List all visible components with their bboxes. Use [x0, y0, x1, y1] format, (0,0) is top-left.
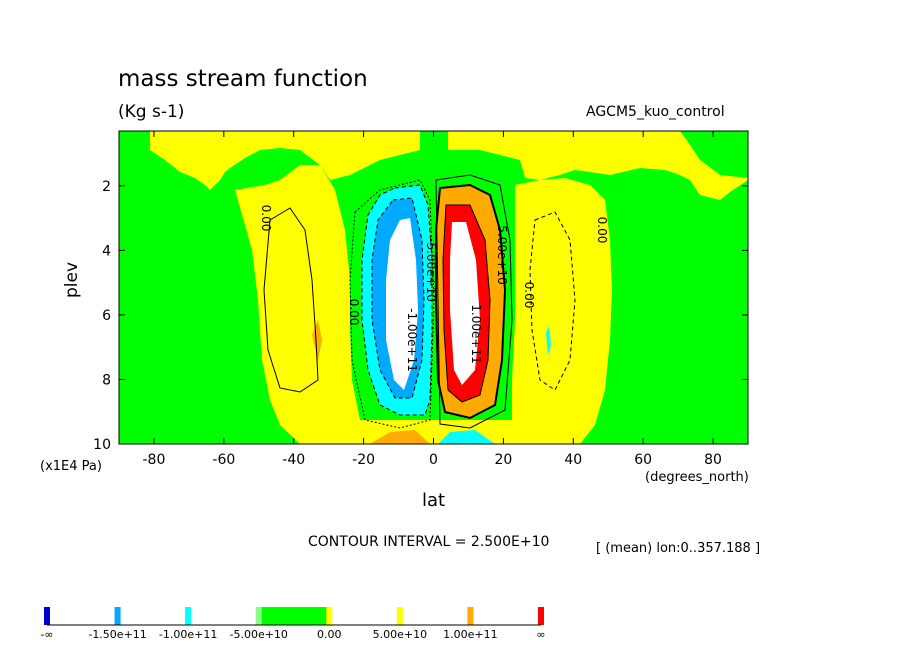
x-tick-label: 20: [494, 452, 512, 468]
sfc-orange-blob: [370, 430, 430, 444]
upper-yellow-band: [150, 131, 420, 190]
y-tick-label: 10: [93, 437, 111, 453]
contour-lines: [263, 174, 576, 429]
nh-white-core: [450, 222, 480, 385]
contour-label: 1.00e+11: [469, 304, 483, 363]
upper-yellow-band-nh: [448, 131, 748, 200]
colorbar-label: 0.00: [317, 628, 342, 641]
colorbar-label: -1.50e+11: [88, 628, 146, 641]
colorbar-label: 1.00e+11: [443, 628, 497, 641]
y-tick-label: 2: [102, 179, 111, 195]
nh-cyan-blob: [546, 326, 551, 355]
sfc-cyan-blob: [438, 430, 495, 444]
y-tick-label: 8: [102, 372, 111, 388]
colorbar-label: 5.00e+10: [373, 628, 427, 641]
averaging-note: [ (mean) lon:0..357.188 ]: [596, 541, 761, 556]
colorbar-label: -∞: [40, 628, 53, 641]
x-tick-label: -20: [352, 452, 375, 468]
x-axis-units: (degrees_north): [645, 470, 749, 485]
colorbar-label: ∞: [536, 628, 545, 641]
colorbar-swatch: [538, 607, 544, 625]
x-axis-label: lat: [422, 490, 446, 511]
x-tick-label: 60: [634, 452, 652, 468]
sh-orange-blob: [312, 320, 322, 360]
sh-yellow-cell: [235, 165, 360, 444]
x-tick-label: -60: [212, 452, 235, 468]
y-tick-label: 4: [102, 243, 111, 259]
contour-label: 5.00e+10: [495, 225, 509, 284]
contour-label: -5.00e+10: [424, 238, 438, 302]
chart-title: mass stream function: [118, 66, 368, 92]
x-tick-label: -40: [282, 452, 305, 468]
sh-white-core: [386, 218, 418, 390]
y-axis-units: (x1E4 Pa): [40, 459, 102, 474]
x-tick-label: -80: [143, 452, 166, 468]
colorbar-label: -1.00e+11: [159, 628, 217, 641]
contour-label: 0.00: [522, 282, 536, 309]
colorbar: -∞ -1.50e+11 -1.00e+11 -5.00e+10 0.00 5.00e+1…: [40, 607, 546, 641]
colorbar-swatch: [467, 607, 474, 625]
colorbar-swatch: [114, 607, 121, 625]
x-tick-label: 0: [429, 452, 438, 468]
nh-yellow-cell: [512, 178, 612, 444]
colorbar-center-swatch: [258, 607, 330, 625]
colorbar-swatch: [44, 607, 50, 625]
contour-interval-label: CONTOUR INTERVAL = 2.500E+10: [308, 534, 550, 550]
colorbar-swatch: [326, 607, 333, 625]
contour-label: -1.00e+11: [405, 308, 419, 372]
contour-label: 0.00: [347, 299, 361, 326]
x-tick-label: 80: [704, 452, 722, 468]
plot-fill-layer: [119, 131, 748, 444]
contour-label: 0.00: [259, 205, 273, 232]
colorbar-swatch: [255, 607, 262, 625]
contour-labels: 0.00 0.00 0.00 0.00 -5.00e+10 -1.00e+11 5.00e+…: [259, 205, 609, 372]
colorbar-swatch: [396, 607, 403, 625]
x-axis-ticks: -80 -60 -40 -20 0 20 40 60 80: [143, 131, 722, 468]
colorbar-label: -5.00e+10: [229, 628, 287, 641]
chart-units: (Kg s-1): [118, 102, 185, 122]
x-tick-label: 40: [564, 452, 582, 468]
run-name: AGCM5_kuo_control: [586, 104, 725, 120]
y-tick-label: 6: [102, 308, 111, 324]
y-axis-ticks: 2 4 6 8 10: [93, 179, 748, 453]
contour-label: 0.00: [595, 217, 609, 244]
colorbar-swatch: [185, 607, 192, 625]
